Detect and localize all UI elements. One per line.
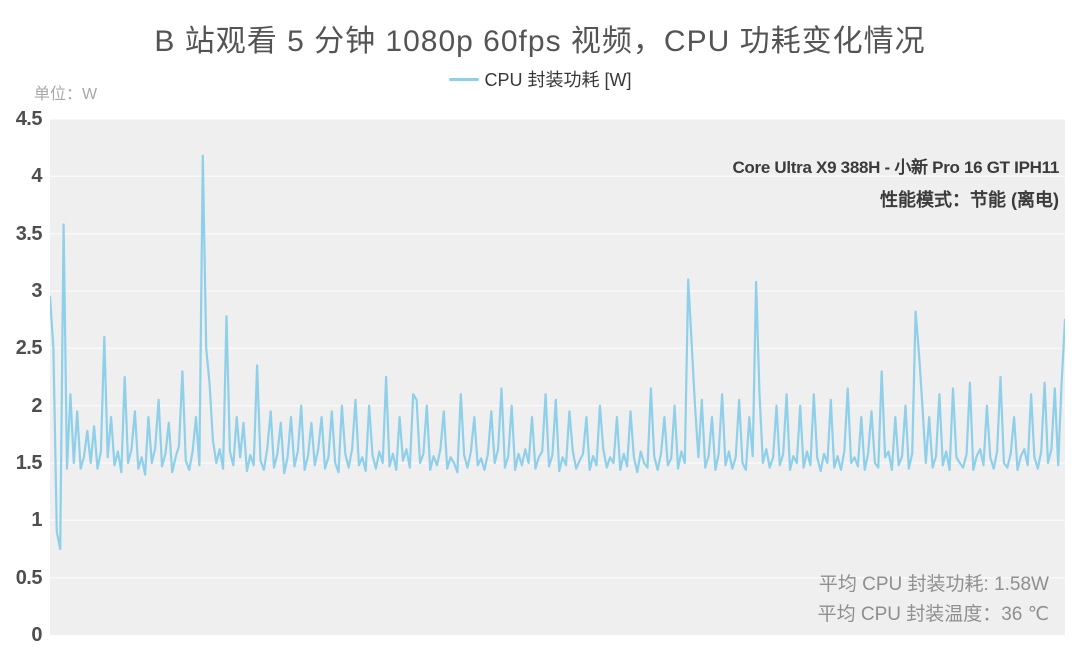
y-tick-label: 0 (31, 624, 42, 646)
y-tick-label: 4 (31, 165, 42, 188)
y-tick-label: 3 (31, 280, 42, 302)
legend: CPU 封装功耗 [W] (0, 66, 1080, 92)
legend-label: CPU 封装功耗 [W] (484, 70, 632, 90)
unit-label: 单位：W (34, 86, 98, 103)
performance-mode: 性能模式：节能 (离电) (880, 190, 1059, 210)
chart-svg (50, 119, 1065, 579)
y-tick-label: 0.5 (15, 566, 43, 589)
plot-area: Core Ultra X9 388H - 小新 Pro 16 GT IPH11 … (50, 119, 1065, 635)
avg-power-text: 平均 CPU 封装功耗: 1.58W (818, 574, 1049, 595)
chart-title: B 站观看 5 分钟 1080p 60fps 视频，CPU 功耗变化情况 (154, 25, 926, 58)
device-annotation: Core Ultra X9 388H - 小新 Pro 16 GT IPH11 … (732, 153, 1059, 212)
y-tick-label: 3.5 (15, 222, 43, 245)
y-axis-labels: 0 0.5 1 1.5 2 2.5 3 3.5 4 4.5 (0, 108, 43, 646)
y-tick-label: 1.5 (15, 452, 43, 474)
legend-line-swatch (448, 77, 479, 81)
device-name: Core Ultra X9 388H - 小新 Pro 16 GT IPH11 (732, 158, 1059, 177)
avg-temp-text: 平均 CPU 封装温度：36 ℃ (817, 604, 1049, 625)
y-tick-label: 2.5 (15, 337, 43, 360)
y-tick-label: 1 (31, 509, 42, 532)
average-stats: 平均 CPU 封装功耗: 1.58W 平均 CPU 封装温度：36 ℃ (818, 570, 1049, 630)
y-tick-label: 2 (31, 394, 42, 417)
y-tick-label: 4.5 (15, 108, 43, 130)
